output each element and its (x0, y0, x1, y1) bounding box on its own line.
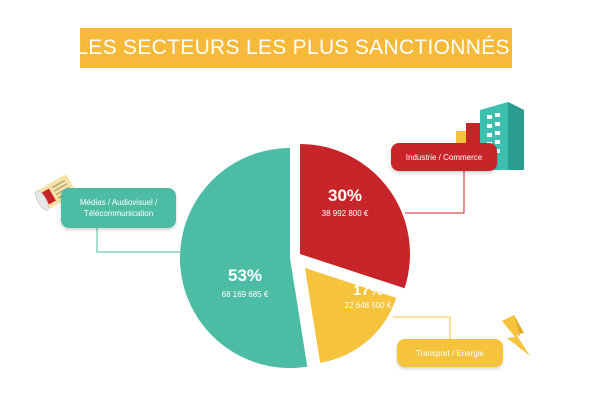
slice-percent-transport: 17% (353, 282, 383, 299)
pie-slice-industrie (300, 144, 410, 289)
label-medias: Médias / Audiovisuel / Télécommunication (61, 188, 176, 228)
slice-amount-medias: 68 169 685 € (222, 290, 269, 299)
slice-percent-industrie: 30% (328, 186, 362, 205)
label-transport: Transport / Energie (397, 339, 503, 367)
label-medias-line1: Médias / Audiovisuel / (79, 198, 158, 207)
connector-industrie (405, 171, 465, 214)
label-industrie: Industrie / Commerce (391, 143, 497, 171)
lightning-icon (502, 315, 530, 356)
chart-title: LES SECTEURS LES PLUS SANCTIONNÉS * (76, 32, 516, 59)
label-transport-text: Transport / Energie (415, 348, 485, 358)
pie-slices (179, 144, 410, 368)
label-medias-line2: Télécommunication (83, 209, 154, 218)
slice-amount-transport: 22 648 500 € (345, 301, 392, 310)
label-industrie-text: Industrie / Commerce (405, 152, 483, 162)
slice-amount-industrie: 38 992 800 € (322, 209, 369, 218)
connector-transport (393, 316, 451, 341)
connector-medias (96, 228, 186, 253)
pie-slice-transport (305, 268, 397, 363)
title-asterisk: * (511, 32, 516, 42)
title-banner: LES SECTEURS LES PLUS SANCTIONNÉS * (76, 28, 515, 68)
slice-percent-medias: 53% (228, 266, 262, 285)
pie-slice-medias (179, 148, 308, 368)
